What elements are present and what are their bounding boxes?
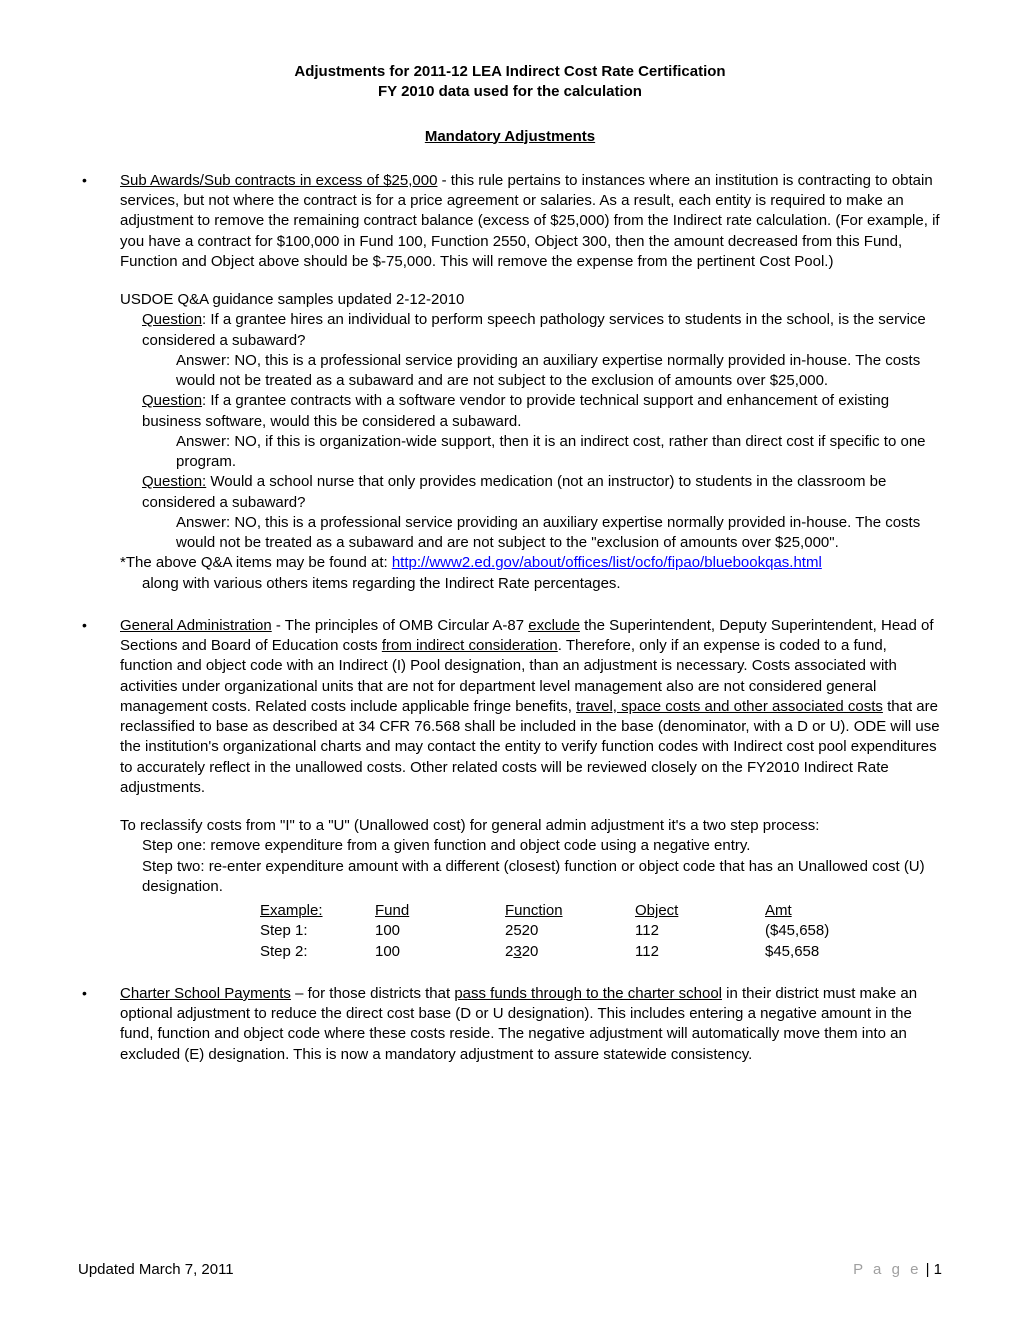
table-row: Step 2: 100 2320 112 $45,658 xyxy=(260,942,942,962)
qa-q2: Question: If a grantee contracts with a … xyxy=(142,391,942,432)
qa-a1: Answer: NO, this is a professional servi… xyxy=(176,351,942,392)
doc-title-line2: FY 2010 data used for the calculation xyxy=(78,82,942,102)
table-header: Example: Fund Function Object Amt xyxy=(260,901,942,921)
qa-q1: Question: If a grantee hires an individu… xyxy=(142,310,942,351)
table-row: Step 1: 100 2520 112 ($45,658) xyxy=(260,921,942,941)
item-general-admin: General Administration - The principles … xyxy=(120,616,942,962)
footer-updated: Updated March 7, 2011 xyxy=(78,1260,234,1280)
qa-link[interactable]: http://www2.ed.gov/about/offices/list/oc… xyxy=(392,554,822,571)
reclass-step2-line1: Step two: re-enter expenditure amount wi… xyxy=(142,857,942,898)
bullet-icon: • xyxy=(78,984,120,1065)
item1-lead: Sub Awards/Sub contracts in excess of $2… xyxy=(120,172,437,189)
bullet-icon: • xyxy=(78,616,120,962)
reclass-intro: To reclassify costs from "I" to a "U" (U… xyxy=(120,816,942,836)
reclass-step1: Step one: remove expenditure from a give… xyxy=(142,836,942,856)
qa-a3: Answer: NO, this is a professional servi… xyxy=(176,513,942,554)
qa-q3: Question: Would a school nurse that only… xyxy=(142,472,942,513)
page-footer: Updated March 7, 2011 P a g e | 1 xyxy=(78,1260,942,1280)
qa-a2: Answer: NO, if this is organization-wide… xyxy=(176,432,942,473)
doc-title-line1: Adjustments for 2011-12 LEA Indirect Cos… xyxy=(78,62,942,82)
item-charter-school: Charter School Payments – for those dist… xyxy=(120,984,942,1065)
item-sub-awards: Sub Awards/Sub contracts in excess of $2… xyxy=(120,171,942,594)
bullet-icon: • xyxy=(78,171,120,594)
footer-page: P a g e | 1 xyxy=(853,1260,942,1280)
qa-note: *The above Q&A items may be found at: ht… xyxy=(120,553,942,594)
qa-intro: USDOE Q&A guidance samples updated 2-12-… xyxy=(120,290,942,310)
example-table: Example: Fund Function Object Amt Step 1… xyxy=(260,901,942,962)
section-heading-mandatory: Mandatory Adjustments xyxy=(78,127,942,147)
